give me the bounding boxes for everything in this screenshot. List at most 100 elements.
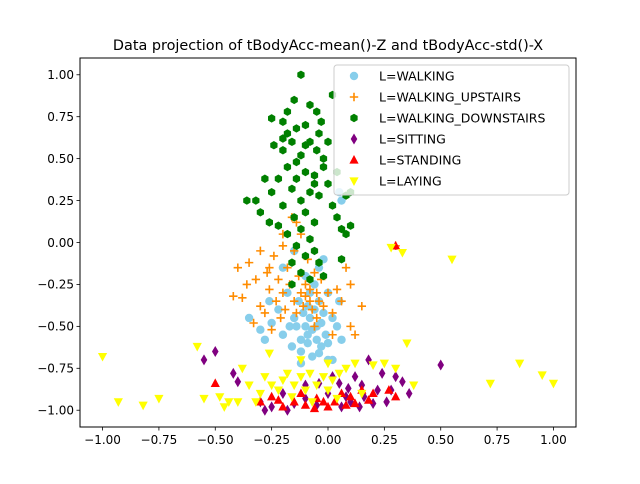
data-point bbox=[267, 318, 276, 328]
data-point bbox=[288, 258, 296, 267]
legend-entry: L=WALKING_DOWNSTAIRS bbox=[350, 111, 545, 126]
data-point bbox=[237, 364, 247, 374]
data-point bbox=[363, 395, 374, 404]
data-point bbox=[274, 305, 283, 314]
data-point bbox=[357, 389, 367, 399]
data-point bbox=[308, 352, 317, 361]
data-point bbox=[210, 378, 220, 387]
data-point bbox=[317, 117, 325, 126]
data-point bbox=[305, 369, 315, 379]
data-point bbox=[358, 379, 366, 391]
data-point bbox=[317, 318, 326, 328]
data-point bbox=[262, 268, 272, 277]
data-point bbox=[283, 263, 292, 272]
data-point bbox=[365, 354, 372, 366]
data-point bbox=[273, 386, 283, 396]
data-point bbox=[296, 335, 306, 344]
data-point bbox=[321, 330, 330, 339]
data-point bbox=[350, 359, 360, 369]
data-point bbox=[269, 251, 279, 261]
legend-box bbox=[333, 64, 570, 196]
data-point bbox=[299, 308, 308, 318]
data-point bbox=[256, 246, 265, 256]
data-point bbox=[300, 400, 311, 409]
data-point bbox=[379, 359, 389, 369]
data-point bbox=[243, 196, 251, 205]
data-point bbox=[244, 258, 254, 267]
data-point bbox=[256, 325, 265, 334]
x-tick-label: −0.50 bbox=[197, 433, 234, 447]
data-point bbox=[309, 403, 320, 413]
data-point bbox=[244, 313, 254, 323]
data-point bbox=[200, 354, 208, 366]
data-point bbox=[256, 208, 264, 217]
data-point bbox=[350, 398, 360, 408]
data-point bbox=[292, 174, 301, 183]
data-point bbox=[233, 398, 243, 407]
data-point bbox=[391, 364, 401, 374]
data-point bbox=[283, 107, 292, 116]
data-point bbox=[305, 313, 315, 323]
data-point bbox=[328, 330, 337, 339]
data-point bbox=[264, 349, 274, 359]
data-point bbox=[337, 196, 346, 205]
data-point bbox=[323, 338, 333, 348]
data-point bbox=[310, 218, 319, 227]
x-tick-label: −1.00 bbox=[84, 433, 121, 447]
data-point bbox=[368, 388, 378, 398]
data-point bbox=[265, 263, 274, 272]
data-point bbox=[289, 297, 299, 306]
y-tick-label: 0.00 bbox=[47, 236, 74, 250]
data-point bbox=[285, 322, 294, 331]
data-point bbox=[292, 322, 301, 331]
data-point bbox=[280, 305, 290, 314]
data-point bbox=[368, 361, 378, 370]
data-point bbox=[289, 381, 299, 391]
y-tick-label: 1.00 bbox=[47, 68, 74, 82]
data-point bbox=[333, 213, 341, 222]
data-point bbox=[255, 396, 265, 406]
data-point bbox=[268, 114, 276, 123]
data-point bbox=[302, 392, 309, 404]
data-point bbox=[211, 346, 219, 358]
data-point bbox=[249, 318, 258, 328]
data-point bbox=[283, 129, 292, 138]
legend-label: L=WALKING_UPSTAIRS bbox=[379, 90, 521, 105]
data-point bbox=[315, 129, 323, 138]
x-tick-label: 0.50 bbox=[427, 433, 454, 447]
series-1 bbox=[229, 213, 400, 339]
data-point bbox=[97, 352, 108, 362]
data-point bbox=[308, 305, 317, 314]
data-point bbox=[265, 285, 274, 294]
data-point bbox=[334, 369, 344, 379]
data-point bbox=[283, 229, 292, 239]
data-point bbox=[303, 338, 312, 348]
data-point bbox=[301, 141, 310, 150]
data-point bbox=[314, 297, 324, 306]
data-point bbox=[265, 297, 274, 306]
data-point bbox=[292, 241, 301, 251]
data-point bbox=[335, 377, 343, 389]
data-point bbox=[318, 396, 329, 406]
data-point bbox=[402, 339, 412, 349]
data-point bbox=[345, 391, 356, 401]
data-point bbox=[278, 241, 288, 251]
data-point bbox=[276, 313, 285, 323]
data-point bbox=[305, 285, 315, 294]
data-point bbox=[296, 373, 306, 382]
data-point bbox=[292, 157, 301, 167]
data-point bbox=[283, 162, 292, 172]
data-point bbox=[292, 124, 301, 133]
legend: L=WALKING L=WALKING_UPSTAIRS L=WALKING_DOW… bbox=[333, 64, 570, 196]
data-point bbox=[279, 117, 287, 126]
data-point bbox=[392, 371, 399, 383]
series-3 bbox=[200, 346, 445, 416]
data-point bbox=[230, 367, 237, 379]
data-point bbox=[267, 325, 276, 334]
y-tick-label: −1.00 bbox=[37, 404, 74, 418]
data-point bbox=[324, 137, 332, 147]
x-tick-label: 0.00 bbox=[315, 433, 342, 447]
data-point bbox=[296, 347, 306, 356]
data-point bbox=[294, 297, 303, 306]
data-point bbox=[267, 391, 277, 401]
